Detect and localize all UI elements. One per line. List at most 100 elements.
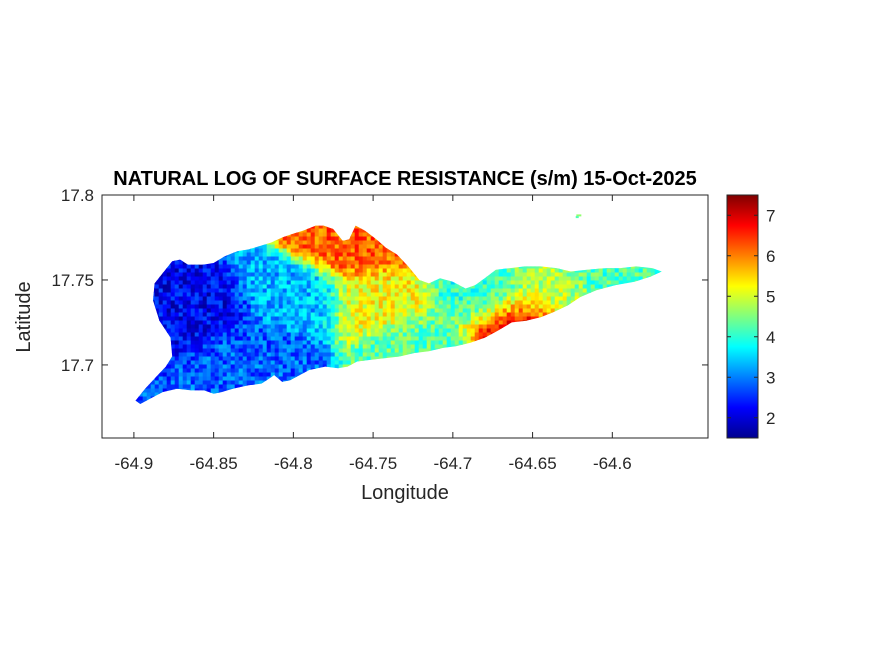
heatmap-cell (298, 292, 304, 298)
heatmap-cell (294, 312, 300, 318)
heatmap-cell (614, 312, 620, 318)
heatmap-cell (202, 280, 208, 286)
heatmap-cell (326, 316, 332, 322)
heatmap-cell (534, 352, 540, 358)
heatmap-cell (462, 244, 468, 250)
heatmap-cell (542, 244, 548, 250)
heatmap-cell (586, 316, 592, 322)
heatmap-cell (374, 228, 380, 234)
heatmap-cell (274, 312, 280, 318)
heatmap-cell (466, 316, 472, 322)
heatmap-cell (542, 296, 548, 302)
heatmap-cell (142, 352, 148, 358)
heatmap-cell (142, 320, 148, 326)
heatmap-cell (566, 328, 572, 334)
heatmap-cell (378, 260, 384, 266)
heatmap-cell (355, 221, 360, 226)
heatmap-cell (150, 276, 156, 282)
heatmap-cell (546, 296, 552, 302)
heatmap-cell (350, 236, 356, 242)
heatmap-cell (294, 356, 300, 362)
heatmap-cell (502, 268, 508, 274)
heatmap-cell (550, 344, 556, 350)
heatmap-cell (166, 260, 172, 266)
heatmap-cell (474, 328, 480, 334)
heatmap-cell (222, 344, 228, 350)
heatmap-cell (314, 288, 320, 294)
heatmap-cell (378, 272, 384, 278)
heatmap-cell (650, 248, 656, 254)
heatmap-cell (414, 288, 420, 294)
heatmap-cell (170, 256, 176, 262)
heatmap-cell (626, 336, 632, 342)
heatmap-cell (466, 240, 472, 246)
heatmap-cell (358, 336, 364, 342)
heatmap-cell (514, 340, 520, 346)
heatmap-cell (546, 276, 552, 282)
heatmap-cell (306, 340, 312, 346)
heatmap-cell (310, 284, 316, 290)
heatmap-cell (502, 232, 508, 238)
heatmap-cell (646, 272, 652, 278)
heatmap-cell (534, 228, 540, 234)
heatmap-cell (590, 236, 596, 242)
heatmap-cell (342, 228, 348, 234)
heatmap-cell (394, 356, 400, 362)
heatmap-cell (242, 276, 248, 282)
heatmap-cell (530, 328, 536, 334)
heatmap-cell (426, 356, 432, 362)
heatmap-cell (158, 272, 164, 278)
heatmap-cell (234, 244, 240, 250)
heatmap-cell (618, 364, 624, 370)
heatmap-cell (222, 244, 228, 250)
heatmap-cell (506, 320, 512, 326)
heatmap-cell (498, 276, 504, 282)
heatmap-cell (634, 248, 640, 254)
heatmap-cell (414, 316, 420, 322)
heatmap-cell (454, 236, 460, 242)
heatmap-cell (618, 300, 624, 306)
heatmap-cell (206, 340, 212, 346)
heatmap-cell (430, 352, 436, 358)
heatmap-cell (266, 324, 272, 330)
heatmap-cell (142, 244, 148, 250)
heatmap-cell (470, 308, 476, 314)
heatmap-cell (474, 316, 480, 322)
heatmap-cell (206, 272, 212, 278)
heatmap-cell (498, 272, 504, 278)
heatmap-cell (230, 240, 236, 246)
heatmap-cell (646, 225, 652, 230)
heatmap-cell (278, 284, 284, 290)
heatmap-cell (227, 221, 232, 226)
heatmap-cell (418, 352, 424, 358)
heatmap-cell (190, 308, 196, 314)
heatmap-cell (390, 232, 396, 238)
heatmap-cell (490, 236, 496, 242)
heatmap-cell (494, 308, 500, 314)
heatmap-cell (322, 300, 328, 306)
heatmap-cell (486, 232, 492, 238)
heatmap-cell (286, 328, 292, 334)
heatmap-cell (530, 348, 536, 354)
heatmap-cell (470, 316, 476, 322)
heatmap-cell (422, 228, 428, 234)
heatmap-cell (390, 248, 396, 254)
heatmap-cell (238, 236, 244, 242)
heatmap-cell (282, 256, 288, 262)
heatmap-cell (318, 364, 324, 370)
heatmap-cell (246, 300, 252, 306)
heatmap-cell (178, 296, 184, 302)
heatmap-cell (614, 272, 620, 278)
heatmap-cell (190, 296, 196, 302)
heatmap-cell (642, 260, 648, 266)
heatmap-cell (466, 308, 472, 314)
heatmap-cell (314, 352, 320, 358)
heatmap-cell (263, 221, 268, 226)
heatmap-cell (210, 332, 216, 338)
heatmap-cell (663, 321, 668, 326)
heatmap-cell (482, 304, 488, 310)
heatmap-cell (218, 264, 224, 270)
heatmap-cell (506, 268, 512, 274)
heatmap-cell (178, 280, 184, 286)
heatmap-cell (334, 344, 340, 350)
